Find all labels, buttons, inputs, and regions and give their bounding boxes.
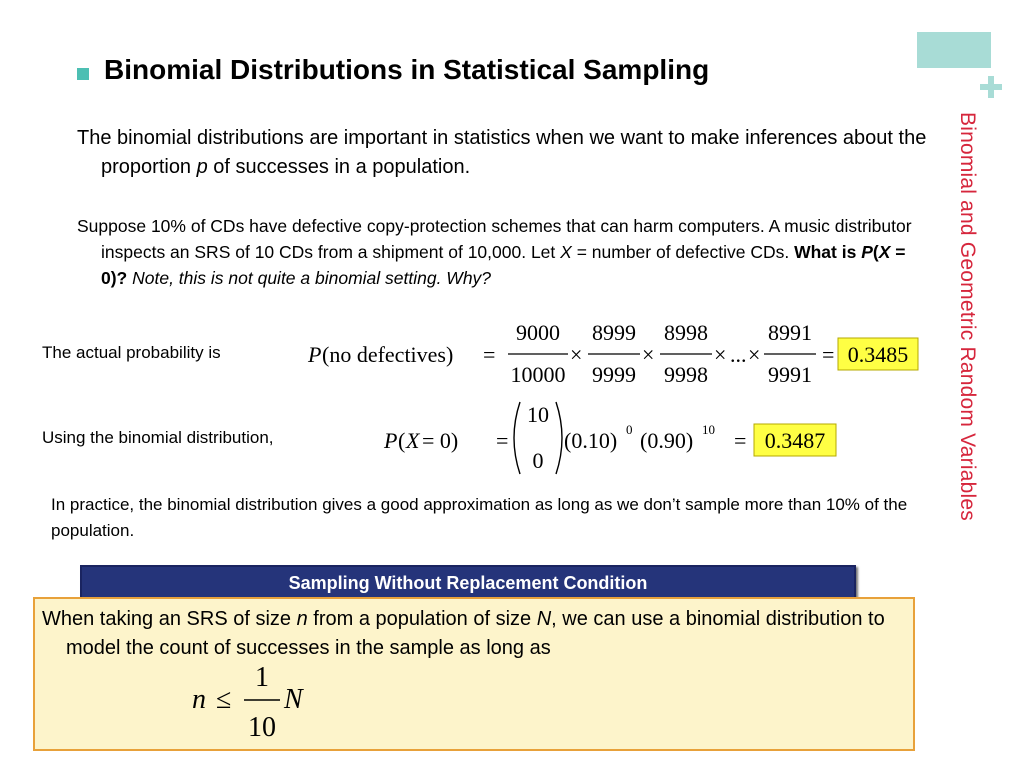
formula-equals: = <box>483 342 495 367</box>
fraction-3-den: 9998 <box>664 362 708 387</box>
ineq-N: N <box>283 684 304 715</box>
fraction-1-den: 10000 <box>511 362 566 387</box>
binomial-formula: P ( X = 0) = 10 0 (0.10) 0 (0.90) 10 = 0… <box>383 401 837 475</box>
ellipsis: ... <box>730 342 747 367</box>
example-var-x: X <box>560 242 572 262</box>
ineq-num: 1 <box>255 662 269 693</box>
question-rest: = 0)? <box>101 242 906 288</box>
binomial-result: 0.3487 <box>765 428 826 453</box>
intro-text-2: of successes in a population. <box>207 156 471 178</box>
binomial-base-1: (0.10) <box>564 428 617 453</box>
practice-note: In practice, the binomial distribution g… <box>51 495 908 540</box>
binomial-base-2: (0.90) <box>640 428 693 453</box>
fraction-2-num: 8999 <box>592 320 636 345</box>
times-2: × <box>642 342 654 367</box>
fraction-2-den: 9999 <box>592 362 636 387</box>
binom-right-paren <box>555 401 563 475</box>
actual-label: The actual probability is <box>42 343 221 362</box>
condition-banner: Sampling Without Replacement Condition <box>80 565 856 601</box>
accent-bar <box>917 32 991 68</box>
condition-text: When taking an SRS of size n from a popu… <box>42 605 916 663</box>
actual-result-highlight <box>837 337 919 371</box>
binomial-equals: = <box>496 428 508 453</box>
binomial-equals-2: = <box>734 428 746 453</box>
binomial-exp-2: 10 <box>702 422 715 437</box>
binom-k: 0 <box>533 448 544 473</box>
binomial-label: Using the binomial distribution, <box>42 428 274 447</box>
binomial-open-paren: ( <box>398 428 405 453</box>
question-paren: ( <box>872 242 879 262</box>
example-paragraph: Suppose 10% of CDs have defective copy-p… <box>77 213 931 291</box>
intro-text-1: The binomial distributions are important… <box>77 127 927 178</box>
condition-inequality: n ≤ 1 10 N <box>192 662 304 743</box>
condition-text-1: When taking an SRS of size <box>42 608 297 630</box>
formula-p: P <box>307 342 321 367</box>
condition-text-3: , we can use a binomial distribution to … <box>66 608 885 659</box>
ineq-le: ≤ <box>216 684 231 715</box>
binomial-p: P <box>383 428 397 453</box>
example-text-2: = number of defective CDs. <box>571 242 795 262</box>
binom-left-paren <box>513 401 521 475</box>
fraction-1-num: 9000 <box>516 320 560 345</box>
binom-n: 10 <box>527 402 549 427</box>
condition-var-n: n <box>296 608 308 630</box>
intro-paragraph: The binomial distributions are important… <box>77 124 931 182</box>
question-what: What is <box>794 242 862 262</box>
binomial-exp-1: 0 <box>626 422 633 437</box>
fraction-4-den: 9991 <box>768 362 812 387</box>
question-x: X <box>878 242 891 262</box>
intro-var-p: p <box>196 156 208 178</box>
example-text-1: Suppose 10% of CDs have defective copy-p… <box>77 216 912 262</box>
slide-heading: Binomial Distributions in Statistical Sa… <box>104 54 710 85</box>
times-3: × <box>714 342 726 367</box>
formula-equals-2: = <box>822 342 834 367</box>
fraction-4-num: 8991 <box>768 320 812 345</box>
ineq-den: 10 <box>248 712 276 743</box>
question-p: P <box>861 242 873 262</box>
times-4: × <box>748 342 760 367</box>
actual-result: 0.3485 <box>848 342 909 367</box>
condition-box <box>33 597 915 751</box>
binomial-result-highlight <box>753 423 837 457</box>
actual-formula: P (no defectives) = 9000 10000 × 8999 99… <box>307 320 919 387</box>
times-1: × <box>570 342 582 367</box>
bullet-icon <box>77 68 89 80</box>
plus-icon <box>978 74 1006 102</box>
ineq-n: n <box>192 684 206 715</box>
formula-no-defectives: (no defectives) <box>322 342 453 367</box>
condition-var-N: N <box>536 608 552 630</box>
example-note: Note, this is not quite a binomial setti… <box>127 268 492 288</box>
binomial-eq-zero: = 0) <box>422 428 458 453</box>
condition-text-2: from a population of size <box>307 608 537 630</box>
side-title: Binomial and Geometric Random Variables <box>956 112 979 521</box>
binomial-x: X <box>405 428 421 453</box>
fraction-3-num: 8998 <box>664 320 708 345</box>
